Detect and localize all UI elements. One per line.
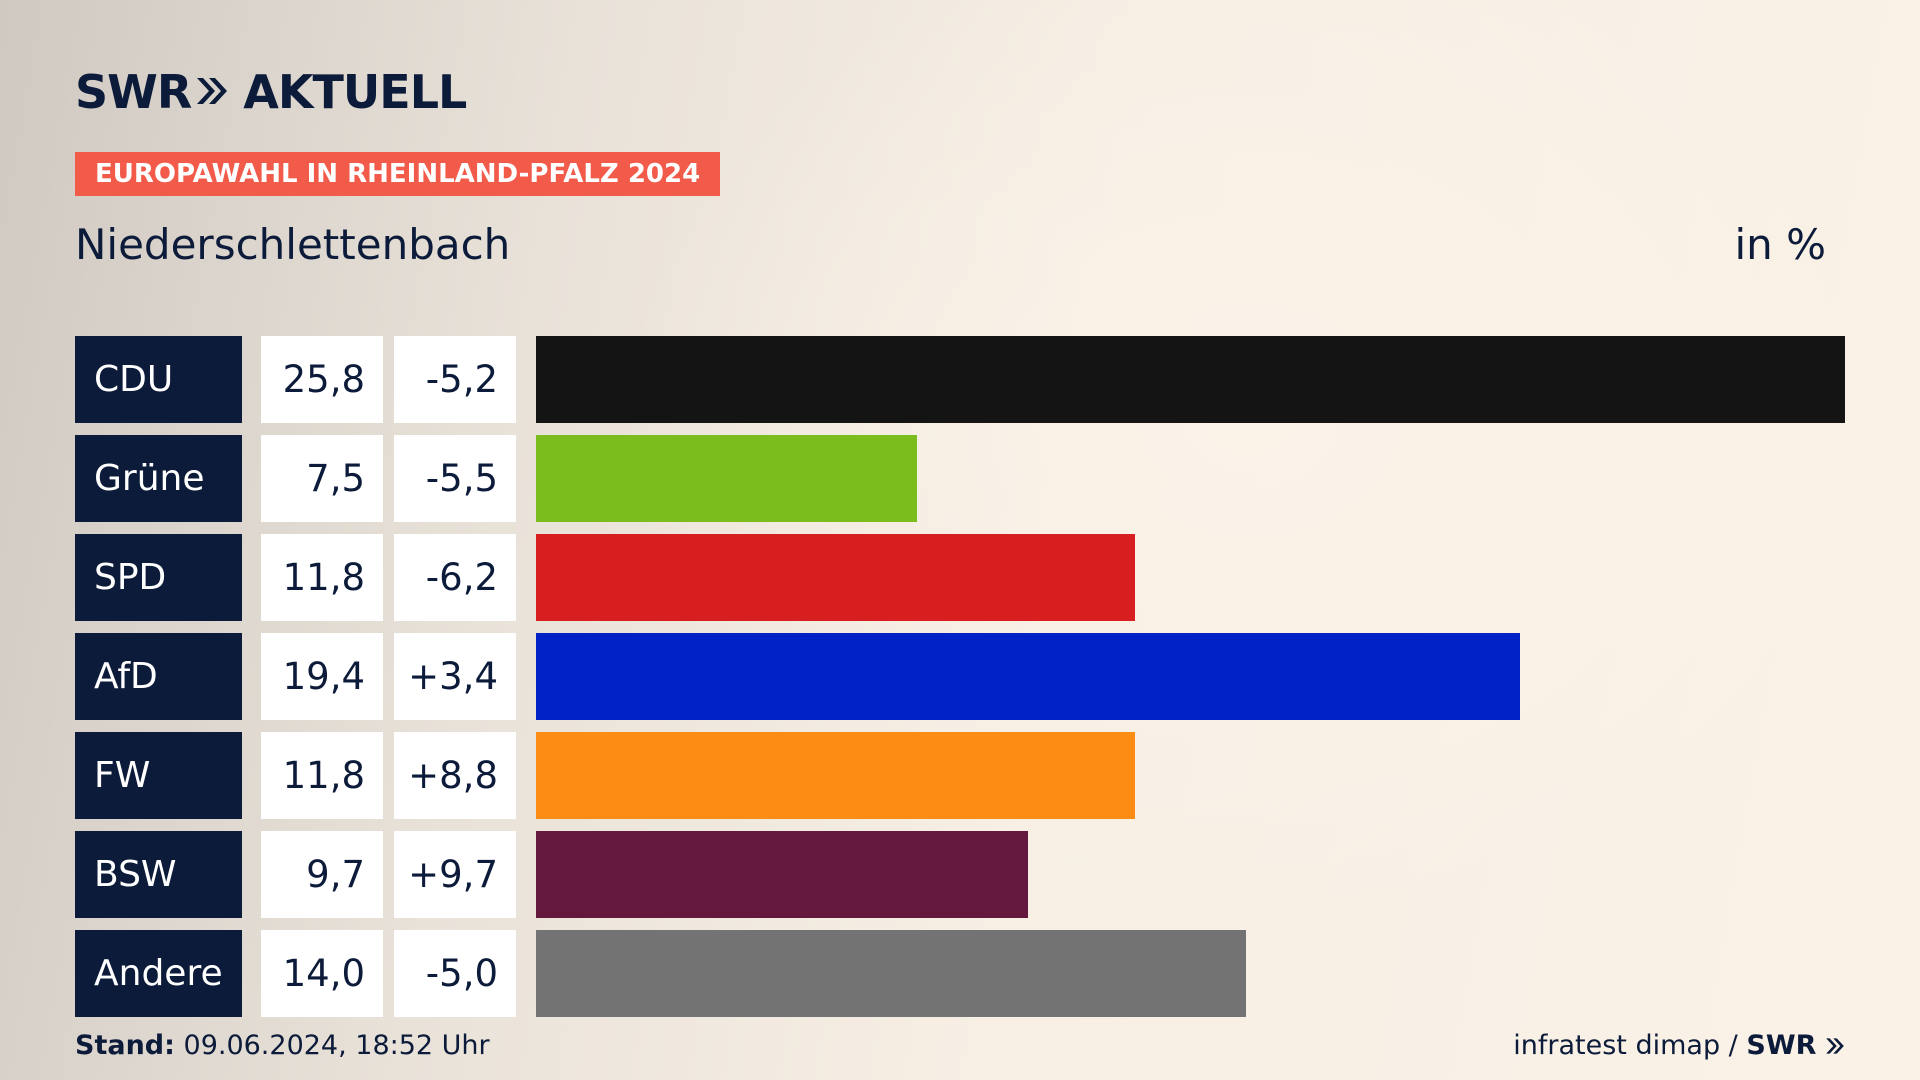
bar <box>536 336 1845 423</box>
bar-track <box>536 732 1845 819</box>
result-row: SPD 11,8 -6,2 <box>75 534 1845 621</box>
bar <box>536 732 1135 819</box>
bar <box>536 534 1135 621</box>
vote-share-change: +9,7 <box>394 831 516 918</box>
vote-share-value: 25,8 <box>261 336 383 423</box>
vote-share-change: -5,0 <box>394 930 516 1017</box>
vote-share-value: 11,8 <box>261 732 383 819</box>
municipality-title: Niederschlettenbach <box>75 220 511 269</box>
vote-share-change: -5,5 <box>394 435 516 522</box>
party-label: SPD <box>75 534 242 621</box>
double-chevron-icon <box>195 65 229 119</box>
election-badge: EUROPAWAHL IN RHEINLAND-PFALZ 2024 <box>75 152 721 196</box>
bar <box>536 633 1520 720</box>
source-text: infratest dimap / <box>1513 1030 1738 1061</box>
vote-share-value: 9,7 <box>261 831 383 918</box>
vote-share-value: 19,4 <box>261 633 383 720</box>
party-label: Grüne <box>75 435 242 522</box>
bar-track <box>536 930 1845 1017</box>
vote-share-value: 11,8 <box>261 534 383 621</box>
vote-share-value: 14,0 <box>261 930 383 1017</box>
party-label: CDU <box>75 336 242 423</box>
stand-label: Stand: <box>75 1030 175 1061</box>
stand-value: 09.06.2024, 18:52 Uhr <box>183 1030 490 1061</box>
bar <box>536 435 917 522</box>
source-brand: SWR <box>1746 1030 1817 1061</box>
vote-share-change: -5,2 <box>394 336 516 423</box>
party-label: Andere <box>75 930 242 1017</box>
bar-track <box>536 435 1845 522</box>
result-row: BSW 9,7 +9,7 <box>75 831 1845 918</box>
unit-label: in % <box>1734 220 1826 269</box>
result-row: CDU 25,8 -5,2 <box>75 336 1845 423</box>
result-row: FW 11,8 +8,8 <box>75 732 1845 819</box>
vote-share-change: +3,4 <box>394 633 516 720</box>
source-credit: infratest dimap / SWR <box>1513 1030 1845 1061</box>
result-row: Grüne 7,5 -5,5 <box>75 435 1845 522</box>
bar <box>536 831 1028 918</box>
swr-aktuell-logo: SWR AKTUELL <box>75 62 467 122</box>
party-label: FW <box>75 732 242 819</box>
result-row: Andere 14,0 -5,0 <box>75 930 1845 1017</box>
bar-track <box>536 633 1845 720</box>
vote-share-change: -6,2 <box>394 534 516 621</box>
vote-share-value: 7,5 <box>261 435 383 522</box>
double-chevron-icon <box>1826 1038 1844 1054</box>
timestamp: Stand: 09.06.2024, 18:52 Uhr <box>75 1030 490 1061</box>
bar-track <box>536 831 1845 918</box>
party-label: BSW <box>75 831 242 918</box>
result-row: AfD 19,4 +3,4 <box>75 633 1845 720</box>
bar-track <box>536 336 1845 423</box>
party-label: AfD <box>75 633 242 720</box>
bar <box>536 930 1246 1017</box>
bar-track <box>536 534 1845 621</box>
logo-swr-text: SWR <box>75 65 192 119</box>
logo-aktuell-text: AKTUELL <box>243 65 467 119</box>
vote-share-change: +8,8 <box>394 732 516 819</box>
